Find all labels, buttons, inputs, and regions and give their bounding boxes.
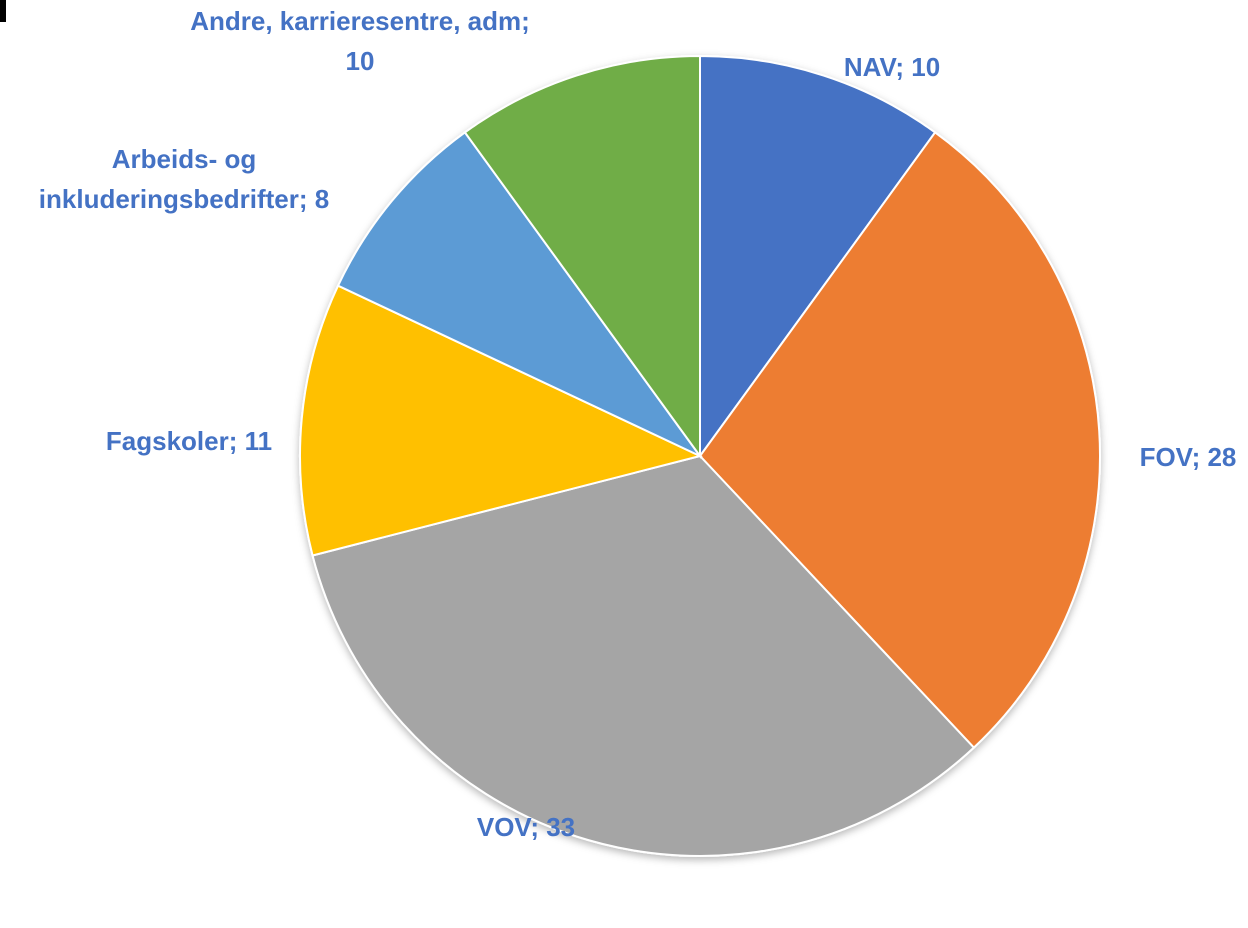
data-label-andre-karrieresentre-adm: Andre, karrieresentre, adm; 10 [190,6,530,76]
edge-mark [0,0,6,22]
data-label-arbeids-og-inkluderingsbedrifter: Arbeids- og inkluderingsbedrifter; 8 [39,144,329,214]
pie-slices [299,54,1102,857]
pie-slice-andre-karrieresentre-adm [463,54,701,460]
data-label-nav: NAV; 10 [844,52,940,82]
data-labels: NAV; 10 FOV; 28 VOV; 33 Fagskoler; 11 Arbeid… [39,6,1237,842]
data-label-fagskoler: Fagskoler; 11 [106,426,272,456]
pie-slice-nav [699,54,937,460]
pie-slice-fov [698,130,1102,750]
pie-slice-arbeids-og-inkluderingsbedrifter [336,130,701,457]
data-label-fov: FOV; 28 [1140,442,1237,472]
pie-slice-fagskoler [299,284,703,557]
pie-slice-vov [311,454,976,857]
data-label-vov: VOV; 33 [477,812,575,842]
